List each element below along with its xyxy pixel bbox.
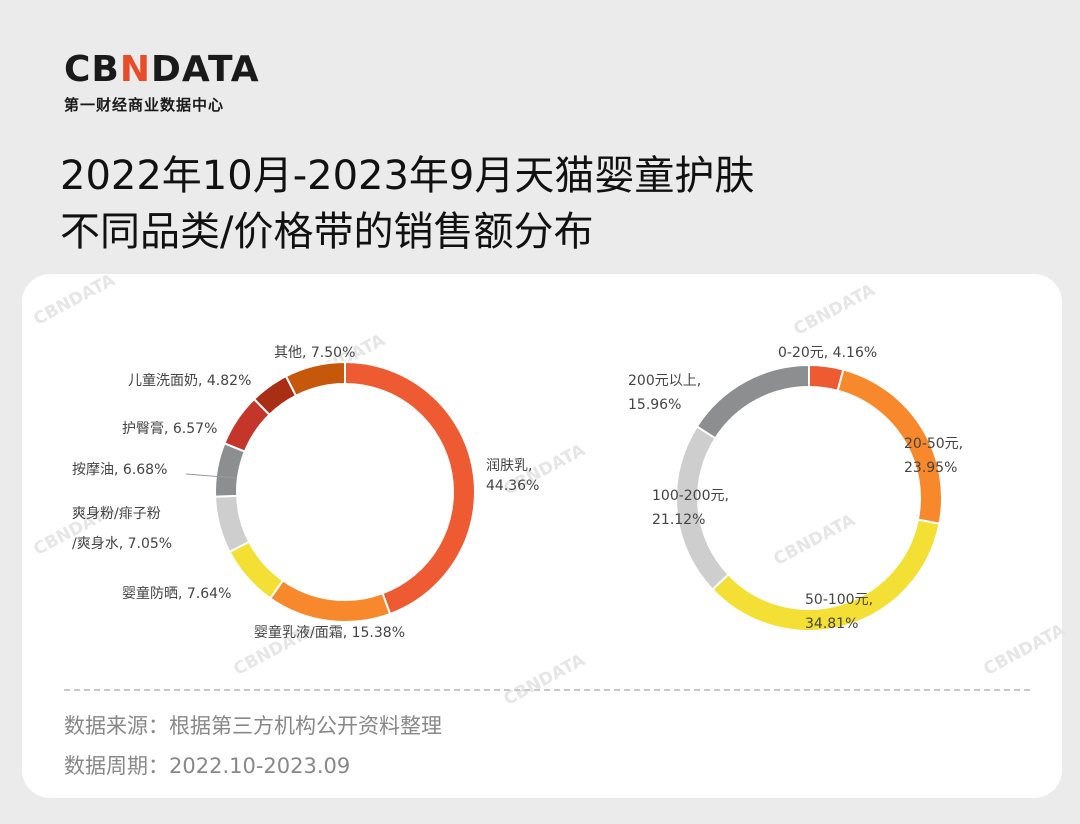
chart-card [22, 274, 1062, 798]
slice-爽身粉/痱子粉/爽身水 [214, 494, 251, 554]
slice-婴童乳液/面霜 [268, 579, 392, 623]
brand-logo: CB N DATA 第一财经商业数据中心 [64, 50, 260, 115]
slice-label: 润肤乳, 44.36% [486, 458, 539, 494]
slice-按摩油 [214, 442, 247, 498]
logo-wordmark: CB N DATA [64, 50, 260, 90]
title-line-1: 2022年10月-2023年9月天猫婴童护肤 [60, 153, 755, 199]
page-title: 2022年10月-2023年9月天猫婴童护肤 不同品类/价格带的销售额分布 [60, 148, 1020, 260]
donut-chart-2: 0-20元, 4.16% 20-50元, 23.95% 50-100元, 34.81% 1… [628, 345, 963, 632]
slice-label: 0-20元, 4.16% [778, 345, 877, 361]
logo-subtitle: 第一财经商业数据中心 [64, 96, 225, 114]
slice-润肤乳 [344, 360, 476, 616]
logo-suffix: DATA [151, 49, 260, 90]
donut-chart-1: 润肤乳, 44.36% 婴童乳液/面霜, 15.38% 婴童防晒, 7.64% 爽身粉/… [72, 345, 539, 641]
slice-label: 婴童防晒, 7.64% [122, 585, 231, 602]
slice-label: 100-200元, 21.12% [652, 488, 729, 528]
slice-label: 婴童乳液/面霜, 15.38% [254, 624, 405, 641]
slice-label: 儿童洗面奶, 4.82% [128, 372, 251, 389]
leader-line [185, 473, 237, 479]
slice-200元以上 [695, 363, 810, 440]
slice-label: 20-50元, 23.95% [904, 436, 963, 476]
logo-middle: N [119, 49, 151, 90]
data-period: 数据周期：2022.10-2023.09 [64, 754, 351, 778]
title-line-2: 不同品类/价格带的销售额分布 [60, 209, 594, 255]
slice-label: 按摩油, 6.68% [72, 461, 167, 478]
slice-label: 护臀膏, 6.57% [122, 420, 217, 437]
slice-婴童防晒 [228, 540, 285, 600]
slice-50-100元 [711, 518, 941, 632]
logo-prefix: CB [64, 49, 120, 90]
footer-divider [64, 689, 1030, 691]
slice-100-200元 [675, 425, 730, 591]
slice-label: 其他, 7.50% [274, 345, 355, 361]
data-source: 数据来源：根据第三方机构公开资料整理 [64, 714, 442, 738]
slice-label: 200元以上, 15.96% [628, 373, 701, 413]
slice-其他 [284, 360, 346, 398]
slice-label: 50-100元, 34.81% [805, 592, 873, 632]
slice-label: 爽身粉/痱子粉/爽身水, 7.05% [72, 506, 172, 552]
